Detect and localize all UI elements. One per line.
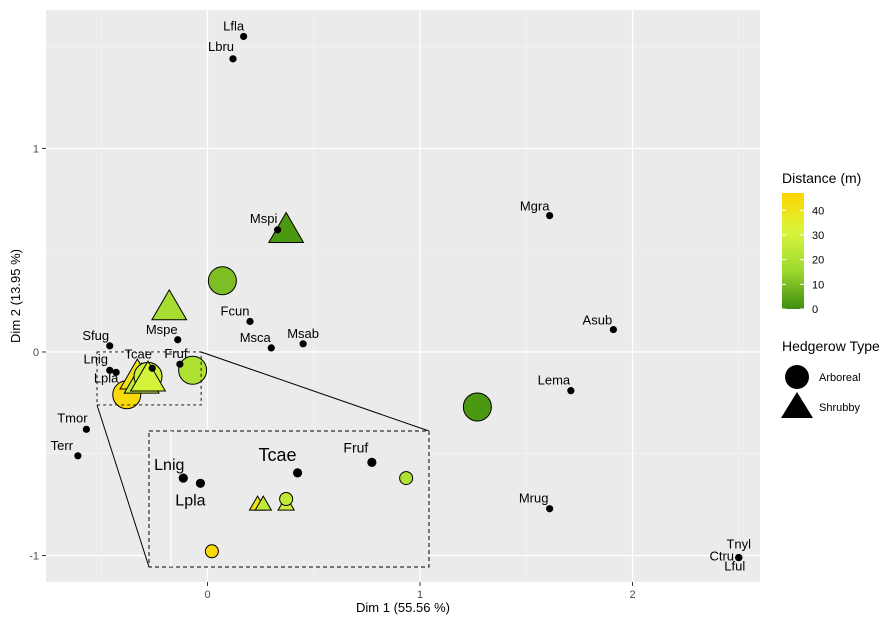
species-label: Msab: [287, 326, 319, 341]
distance-legend-title: Distance (m): [782, 170, 861, 186]
species-label: Asub: [583, 313, 613, 328]
x-tick-label: 0: [204, 589, 210, 601]
x-tick-label: 2: [629, 589, 635, 601]
connector-line: [96, 404, 150, 568]
species-point: [267, 344, 275, 352]
species-point: [176, 360, 184, 368]
species-label: Mspi: [250, 211, 278, 226]
species-label: Terr: [51, 438, 74, 453]
connector-line: [200, 351, 430, 432]
inset-species-label: Lpla: [175, 492, 205, 509]
inset-site-point: [254, 495, 273, 511]
plot-points: Lfla Lbru Mspi Mgra Asub Fcun Mspe Msca Msab Sfug…: [51, 18, 751, 573]
species-point: [106, 342, 114, 350]
species-point: [246, 317, 254, 326]
species-point: [567, 387, 575, 395]
inset-species-label: Fruf: [343, 439, 368, 455]
inset-connector-lines: [96, 351, 430, 568]
species-point: [546, 211, 554, 220]
y-tick-label: 0: [33, 347, 39, 359]
inset-species-point: [367, 457, 377, 467]
species-label: Lfla: [223, 18, 245, 33]
inset-zoom: Lnig Lpla Tcae Fruf: [96, 351, 430, 568]
y-tick-label: 1: [33, 143, 39, 155]
distance-legend: Distance (m) 0 10 20 30 40: [782, 170, 861, 316]
site-point: [462, 392, 492, 422]
species-label: Tmor: [57, 410, 88, 425]
species-point: [112, 368, 120, 376]
site-point: [207, 266, 237, 296]
species-point: [229, 55, 237, 63]
species-point: [546, 505, 554, 513]
inset-species-point: [292, 468, 303, 478]
species-point: [74, 452, 82, 460]
species-label: Sfug: [82, 328, 109, 343]
inset-species-label: Tcae: [259, 445, 297, 465]
inset-site-point: [279, 492, 294, 506]
legend-triangle-key: [781, 392, 813, 418]
hedgerow-type-legend: Hedgerow Type Arboreal Shrubby: [781, 338, 880, 418]
species-label: Mspe: [146, 322, 178, 337]
species-point: [82, 425, 90, 433]
species-label: Msca: [240, 330, 272, 345]
legend-circle-key: [785, 365, 809, 389]
inset-site-point: [399, 471, 414, 486]
site-point: [178, 355, 208, 385]
colorbar-tick-label: 40: [812, 205, 824, 217]
inset-species-point: [178, 473, 188, 483]
colorbar-tick-label: 30: [812, 230, 824, 242]
species-point: [735, 553, 743, 562]
species-label: Mrug: [519, 491, 549, 506]
axis-ticks: 0 1 2 -1 0 1: [29, 143, 635, 601]
species-point: [148, 364, 156, 372]
site-point: [151, 288, 188, 321]
y-tick-label: -1: [29, 551, 39, 563]
legend-item-label: Arboreal: [819, 372, 861, 384]
y-axis-label: Dim 2 (13.95 %): [8, 249, 23, 343]
x-axis-label: Dim 1 (55.56 %): [356, 600, 450, 615]
species-label: Lpla: [94, 370, 119, 385]
species-point: [240, 32, 248, 41]
species-label: Ctru: [709, 549, 734, 564]
species-label: Fcun: [221, 303, 250, 318]
species-point: [299, 340, 307, 348]
colorbar-tick-label: 0: [812, 304, 818, 316]
species-point: [609, 325, 617, 334]
colorbar-tick-label: 10: [812, 279, 824, 291]
species-label: Lnig: [83, 351, 108, 366]
site-point: [129, 360, 167, 392]
inset-species-label: Lnig: [154, 457, 184, 474]
species-label: Mgra: [520, 199, 550, 214]
distance-colorbar: [782, 193, 804, 309]
species-label: Tcae: [125, 346, 152, 361]
colorbar-tick-label: 20: [812, 255, 824, 267]
species-label: Lbru: [208, 39, 234, 54]
species-label: Fruf: [164, 346, 188, 361]
hedgerow-type-legend-title: Hedgerow Type: [782, 338, 880, 354]
x-tick-label: 1: [417, 589, 423, 601]
legend-item-label: Shrubby: [819, 402, 860, 414]
species-label: Lful: [724, 559, 745, 574]
species-point: [106, 366, 114, 374]
species-point: [174, 336, 182, 344]
species-label: Tnyl: [726, 537, 751, 552]
species-point: [274, 226, 282, 234]
inset-species-point: [195, 478, 206, 488]
species-label: Lema: [538, 373, 571, 388]
inset-site-point: [204, 544, 219, 559]
